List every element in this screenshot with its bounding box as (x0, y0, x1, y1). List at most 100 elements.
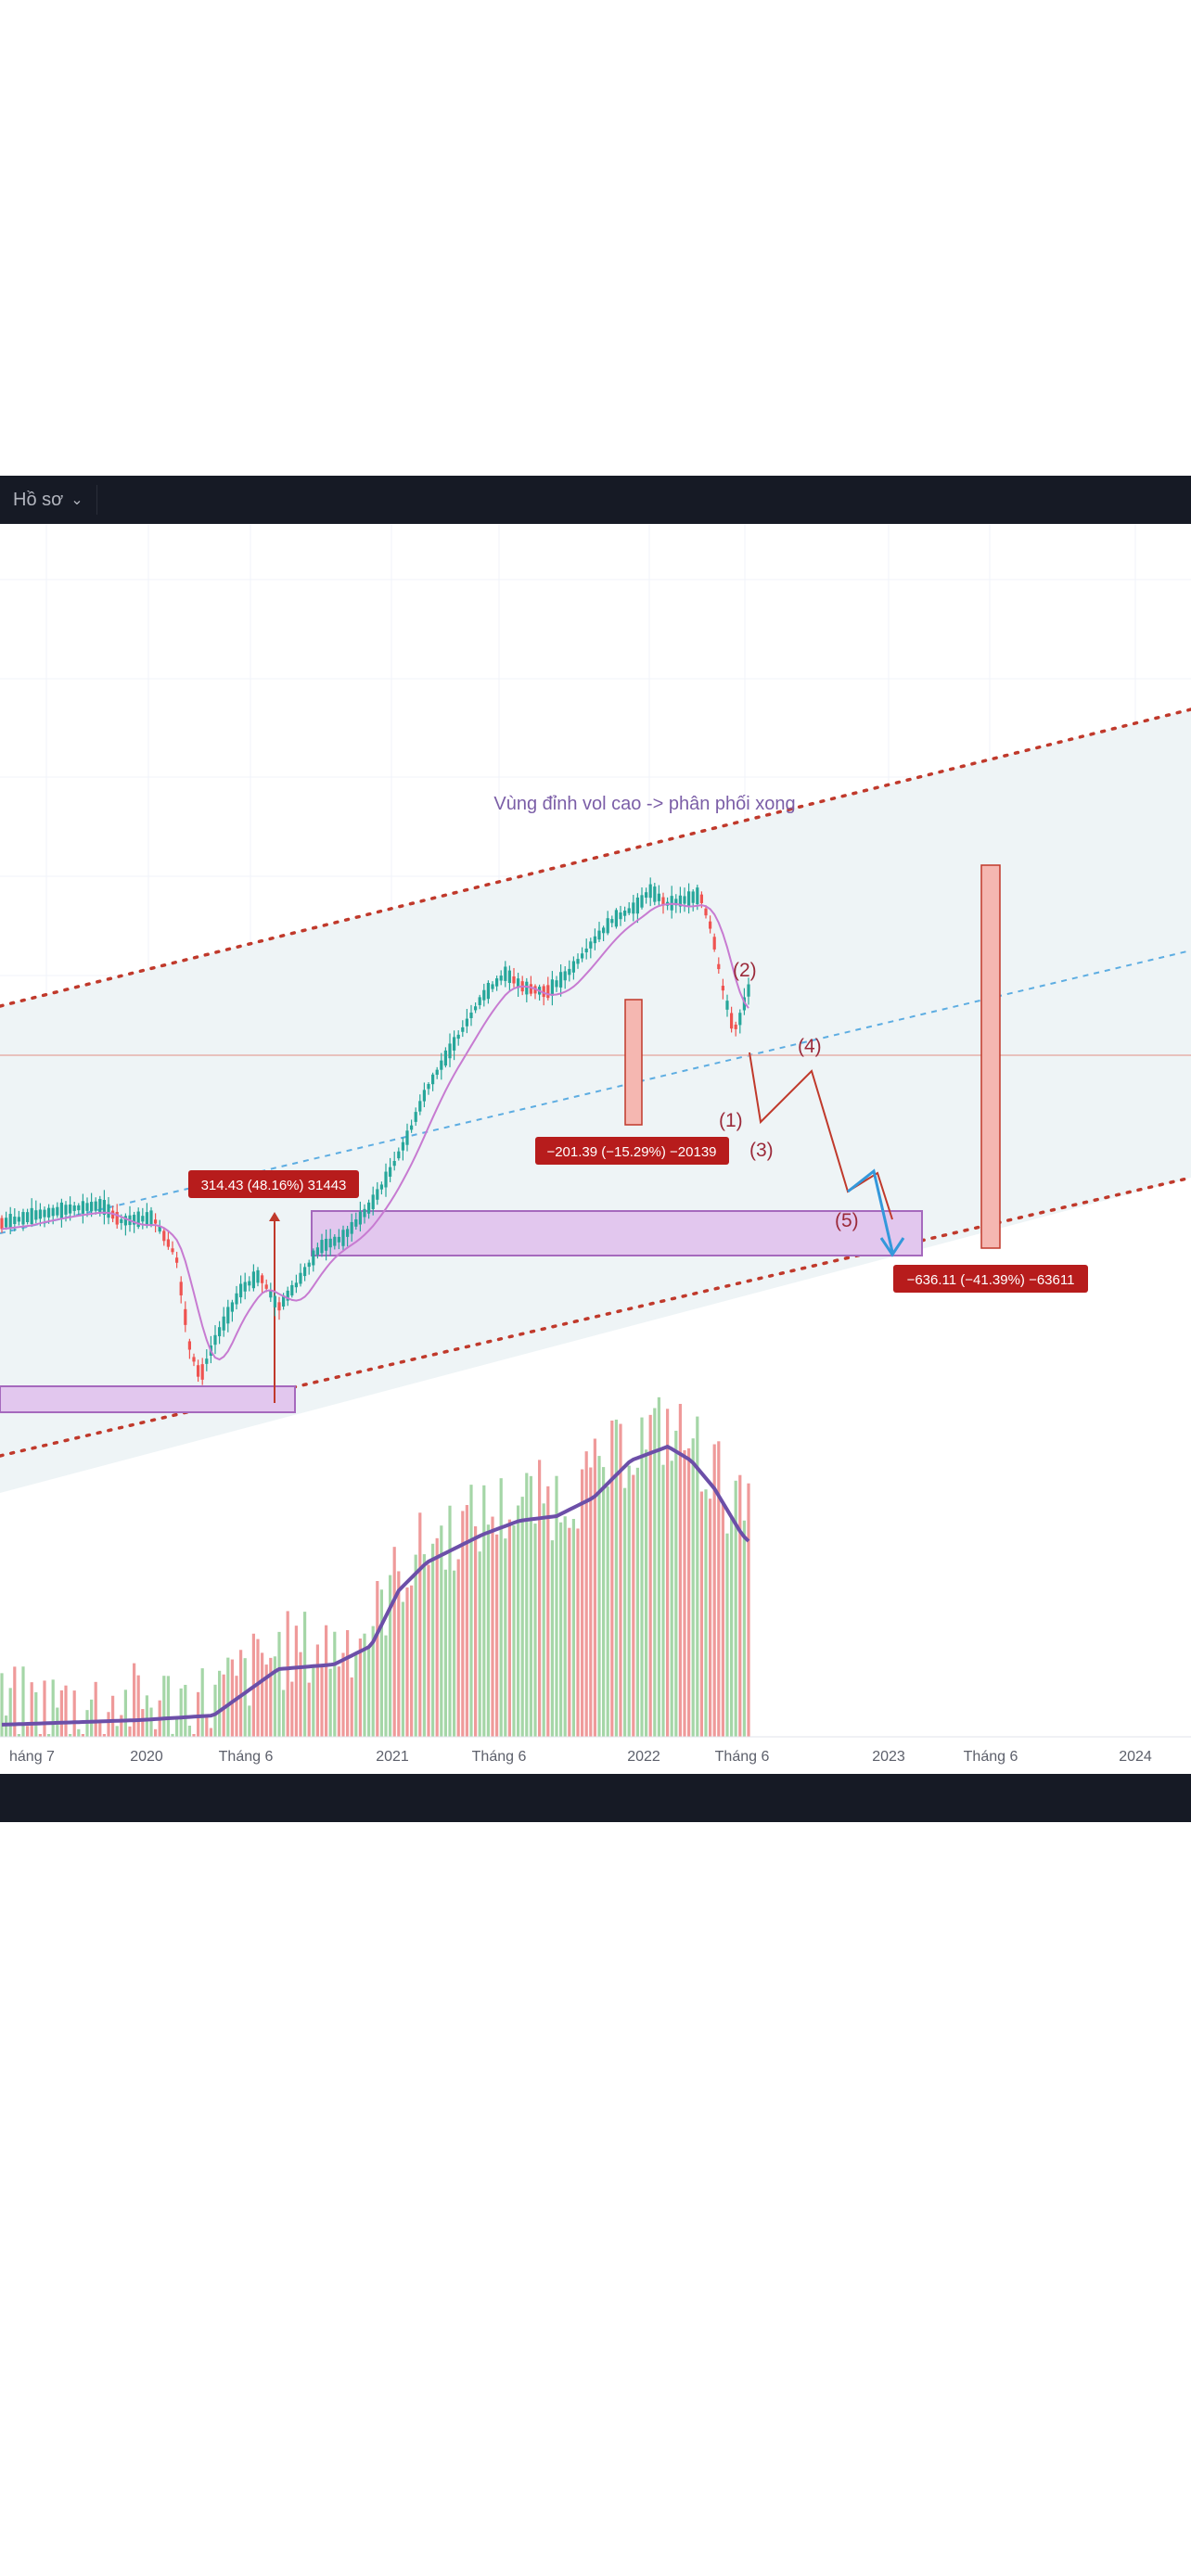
volume-bar (431, 1543, 435, 1737)
candle-body (371, 1194, 375, 1209)
candle-body (653, 886, 657, 902)
volume-bar (606, 1486, 609, 1737)
candle-body (13, 1217, 17, 1225)
volume-bar (51, 1679, 55, 1737)
candle-body (239, 1283, 243, 1298)
wave-label-5: (5) (835, 1210, 859, 1231)
volume-bar (299, 1651, 302, 1737)
candle-body (328, 1238, 332, 1248)
volume-bar (111, 1695, 115, 1737)
volume-bar (465, 1505, 468, 1737)
volume-bar (576, 1528, 580, 1737)
volume-bar (699, 1491, 703, 1737)
candle-body (256, 1269, 260, 1283)
profile-button[interactable]: Hồ sơ ⌄ (11, 485, 97, 515)
volume-bar (392, 1547, 396, 1737)
candle-body (384, 1171, 388, 1188)
measure-label-rise-text: 314.43 (48.16%) 31443 (201, 1178, 347, 1193)
volume-bar (559, 1522, 563, 1737)
volume-bar (248, 1705, 251, 1737)
volume-bar (725, 1533, 729, 1737)
volume-bar (648, 1414, 652, 1737)
candle-body (5, 1218, 8, 1228)
candle-body (43, 1209, 46, 1218)
candle-body (645, 892, 648, 899)
volume-bar (533, 1524, 537, 1737)
volume-bar (512, 1524, 516, 1737)
volume-bar (154, 1728, 158, 1737)
candle-body (123, 1216, 127, 1226)
candle-body (507, 970, 511, 984)
candle-body (529, 984, 532, 994)
x-tick-label: háng 7 (9, 1749, 55, 1765)
volume-bar (367, 1648, 371, 1737)
volume-bar (115, 1726, 119, 1737)
volume-bar (640, 1417, 644, 1737)
volume-bar (363, 1633, 366, 1737)
volume-bar (507, 1519, 511, 1737)
volume-bar (418, 1512, 422, 1737)
volume-bar (678, 1403, 682, 1737)
volume-bar (581, 1469, 584, 1737)
candle-body (414, 1112, 417, 1122)
candle-body (38, 1209, 42, 1219)
candle-body (619, 912, 622, 920)
candle-body (683, 896, 686, 904)
volume-bar (427, 1564, 430, 1737)
volume-bar (657, 1396, 660, 1737)
volume-bar (102, 1734, 106, 1737)
candle-body (179, 1282, 183, 1295)
volume-bar (34, 1691, 38, 1737)
volume-bar (623, 1487, 627, 1737)
volume-bar (341, 1652, 345, 1737)
candle-body (542, 986, 545, 998)
candle-body (635, 897, 639, 914)
candle-body (273, 1295, 276, 1307)
candle-body (77, 1205, 81, 1211)
volume-bar (384, 1635, 388, 1737)
candle-body (401, 1141, 404, 1151)
chart-area[interactable]: Vùng đỉnh vol cao -> phân phối xong (1) … (0, 524, 1191, 1774)
volume-bar (602, 1467, 606, 1737)
candle-body (175, 1257, 179, 1263)
candles (0, 877, 750, 1385)
candle-body (264, 1284, 268, 1289)
volume-bar (59, 1690, 63, 1737)
projection-arrow-icon (879, 1237, 905, 1257)
volume-bar (205, 1715, 209, 1737)
volume-bar (184, 1684, 187, 1737)
volume-bar (90, 1699, 94, 1737)
candle-body (315, 1247, 319, 1256)
x-tick-label: 2022 (627, 1749, 660, 1765)
measure-bar-drop (624, 999, 643, 1126)
volume-bar (69, 1734, 72, 1737)
candle-body (589, 941, 593, 949)
candle-body (725, 1001, 729, 1010)
candle-body (192, 1357, 196, 1362)
candle-body (187, 1341, 191, 1350)
volume-bar (290, 1681, 294, 1737)
volume-bar (261, 1652, 264, 1737)
volume-bar (453, 1570, 456, 1737)
volume-bar (529, 1475, 532, 1737)
volume-bar (546, 1486, 550, 1737)
volume-bar (239, 1650, 243, 1737)
candle-body (397, 1151, 401, 1159)
volume-bar (294, 1626, 298, 1737)
volume-bar (312, 1665, 315, 1737)
volume-bar (226, 1657, 230, 1737)
volume-bar (94, 1681, 97, 1737)
volume-bar (397, 1571, 401, 1737)
price-chart[interactable]: Vùng đỉnh vol cao -> phân phối xong (1) … (0, 524, 1191, 1774)
volume-bar (635, 1467, 639, 1737)
volume-bar (328, 1668, 332, 1737)
volume-bar (145, 1695, 148, 1737)
volume-bar (273, 1656, 276, 1737)
volume-bar (410, 1585, 414, 1737)
volume-bar (30, 1682, 33, 1737)
candle-body (312, 1250, 315, 1266)
candle-body (491, 984, 494, 989)
candle-body (474, 1006, 478, 1011)
volume-ma-line (1, 1444, 750, 1727)
candle-body (30, 1207, 33, 1225)
